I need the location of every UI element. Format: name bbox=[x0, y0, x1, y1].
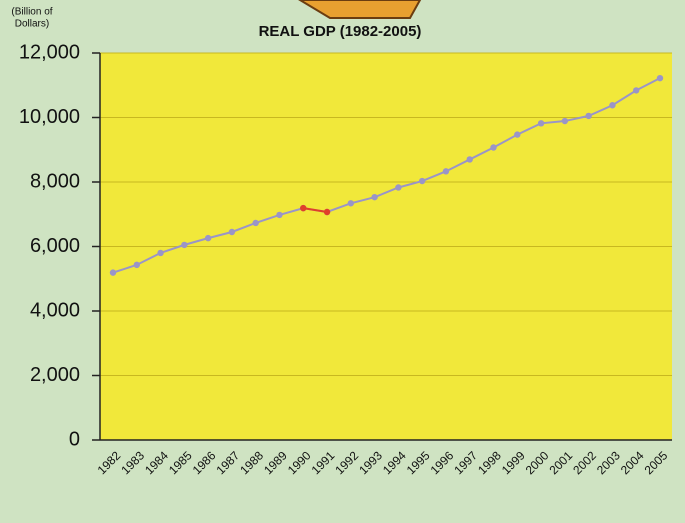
point bbox=[537, 120, 545, 127]
point bbox=[656, 74, 664, 82]
point bbox=[418, 177, 426, 185]
x-tick-label: 2002 bbox=[570, 448, 599, 477]
point bbox=[442, 168, 450, 175]
x-tick-label: 1997 bbox=[451, 448, 480, 477]
point bbox=[157, 249, 164, 257]
x-tick-label: 1988 bbox=[237, 448, 266, 477]
x-tick-label: 1993 bbox=[356, 448, 385, 477]
y-tick-label: 8,000 bbox=[30, 170, 80, 192]
x-tick-label: 1999 bbox=[499, 448, 528, 477]
line bbox=[303, 207, 328, 213]
point bbox=[204, 234, 212, 242]
x-tick-label: 1992 bbox=[332, 448, 361, 477]
point bbox=[395, 184, 402, 191]
x-tick-label: 1990 bbox=[285, 448, 314, 477]
point bbox=[133, 261, 140, 269]
x-tick-label: 2005 bbox=[642, 448, 671, 477]
point bbox=[490, 144, 497, 151]
point bbox=[181, 241, 188, 249]
point bbox=[585, 112, 592, 120]
point bbox=[228, 228, 236, 236]
point bbox=[514, 131, 521, 138]
point bbox=[466, 156, 473, 163]
x-tick-label: 1983 bbox=[118, 448, 147, 477]
point bbox=[300, 204, 307, 212]
x-tick-label: 1984 bbox=[142, 448, 171, 477]
y-tick-label: 6,000 bbox=[30, 235, 80, 257]
point bbox=[109, 269, 117, 276]
point bbox=[347, 200, 355, 207]
y-tick-label: 12,000 bbox=[19, 41, 80, 63]
point bbox=[561, 117, 569, 125]
y-tick-label: 10,000 bbox=[19, 106, 80, 128]
x-tick-label: 1998 bbox=[475, 448, 504, 477]
decoration bbox=[298, 0, 422, 19]
chart-title: REAL GDP (1982-2005) bbox=[259, 23, 422, 40]
y-axis-label: (Billion of bbox=[11, 7, 52, 18]
y-tick-label: 4,000 bbox=[30, 299, 80, 321]
x-tick-label: 1996 bbox=[428, 448, 457, 477]
point bbox=[252, 219, 259, 227]
y-axis-label: Dollars) bbox=[15, 19, 49, 30]
x-tick-label: 1986 bbox=[190, 448, 219, 477]
point bbox=[633, 87, 640, 94]
point bbox=[276, 211, 283, 219]
x-tick-label: 2001 bbox=[546, 448, 575, 477]
x-tick-label: 1985 bbox=[166, 448, 195, 477]
x-tick-label: 1991 bbox=[309, 448, 338, 477]
x-tick-label: 1987 bbox=[213, 448, 242, 477]
x-tick-label: 2004 bbox=[618, 448, 647, 477]
x-tick-label: 1989 bbox=[261, 448, 290, 477]
point bbox=[371, 193, 378, 201]
x-tick-label: 2003 bbox=[594, 448, 623, 477]
y-tick-label: 2,000 bbox=[30, 364, 80, 386]
x-tick-label: 1995 bbox=[404, 448, 433, 477]
point bbox=[609, 102, 616, 109]
y-tick-label: 0 bbox=[69, 428, 80, 450]
line bbox=[112, 77, 661, 274]
x-tick-label: 1994 bbox=[380, 448, 409, 477]
x-tick-label: 2000 bbox=[523, 448, 552, 477]
x-tick-label: 1982 bbox=[95, 448, 124, 477]
point bbox=[323, 208, 331, 216]
